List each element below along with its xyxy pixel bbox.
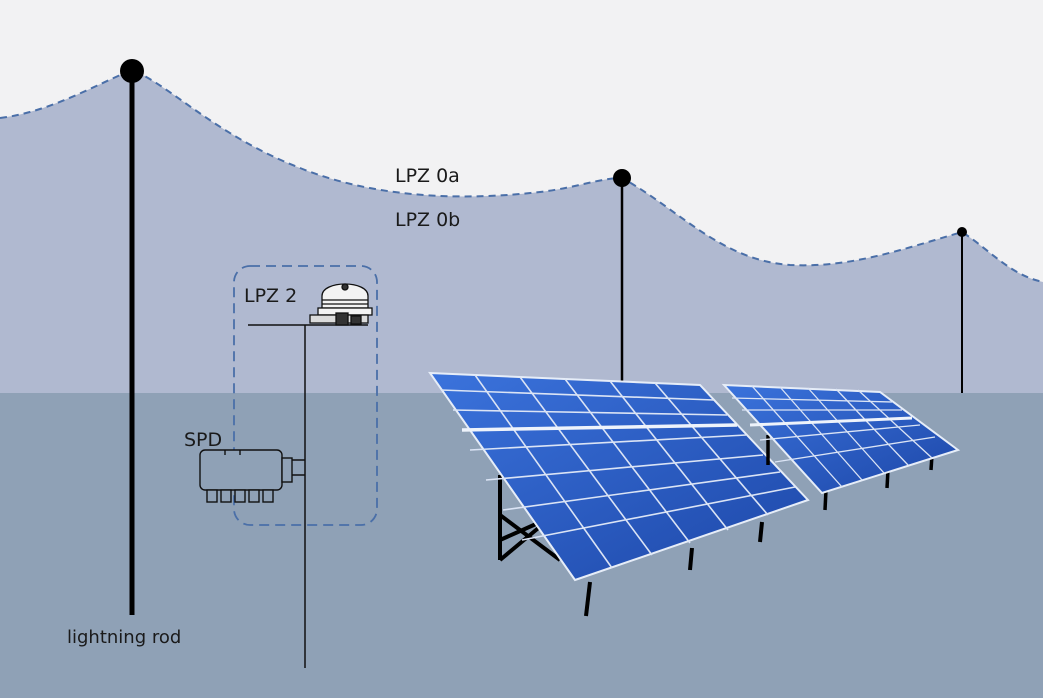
lightning-rod-3 (957, 227, 967, 393)
solar-array-2 (721, 383, 961, 495)
label-lpz-0a: LPZ 0a (395, 165, 460, 187)
lightning-rod-2 (613, 169, 631, 393)
lpz-2-boundary (233, 265, 378, 526)
solar-array-1 (428, 371, 810, 582)
lightning-rod-1 (120, 59, 144, 615)
label-spd: SPD (184, 429, 222, 451)
spd-device-icon (199, 449, 293, 503)
sensor-device-icon (309, 283, 373, 326)
label-lpz-0b: LPZ 0b (395, 209, 460, 231)
label-lightning-rod: lightning rod (67, 627, 181, 648)
label-lpz-2: LPZ 2 (244, 285, 297, 307)
